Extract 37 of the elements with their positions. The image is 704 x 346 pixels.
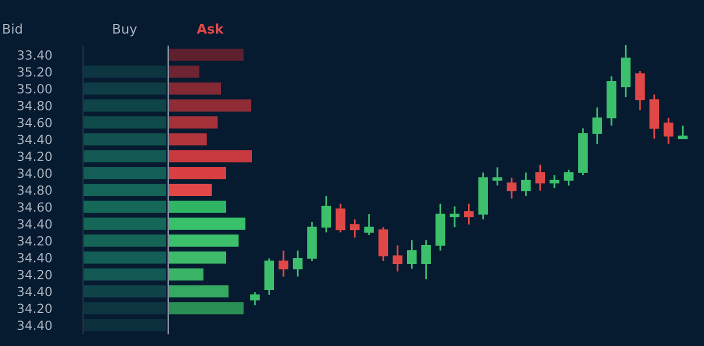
y-axis-title: Bid [3, 24, 22, 34]
bar [168, 218, 246, 230]
bar [168, 99, 252, 112]
y-tick-label: 34.20 [18, 152, 52, 162]
bar [168, 251, 226, 264]
bar [168, 66, 200, 78]
bar [168, 234, 239, 247]
y-tick-label: 34.60 [18, 118, 52, 128]
candlestick [364, 213, 374, 236]
y-tick-label: 34.40 [18, 320, 52, 330]
y-tick-label: 34.40 [18, 219, 52, 229]
bar [168, 133, 207, 146]
bar [168, 302, 244, 314]
y-tick-label: 34.40 [18, 252, 52, 262]
y-tick-label: 34.60 [18, 202, 52, 212]
series-label: Ask [196, 24, 224, 34]
y-tick-label: 35.20 [18, 67, 52, 77]
y-tick-label: 34.80 [18, 185, 52, 195]
bar [168, 268, 204, 280]
y-tick-label: 33.40 [18, 50, 52, 60]
bar [168, 48, 244, 61]
bar [168, 184, 212, 196]
y-tick-label: 35.00 [18, 84, 52, 94]
bar [168, 285, 229, 298]
bar [168, 150, 252, 162]
y-tick-label: 34.20 [18, 304, 52, 314]
bar [168, 82, 222, 95]
text: Buy [113, 24, 137, 36]
y-tick-label: 34.80 [18, 100, 52, 110]
y-tick-label: 34.20 [18, 270, 52, 280]
y-tick-label: 34.20 [18, 236, 52, 246]
bar [168, 166, 226, 180]
bar [168, 116, 218, 128]
bar [168, 200, 226, 213]
y-tick-label: 34.40 [18, 286, 52, 296]
y-tick-label: 34.40 [18, 134, 52, 144]
y-tick-label: 34.00 [18, 168, 52, 178]
